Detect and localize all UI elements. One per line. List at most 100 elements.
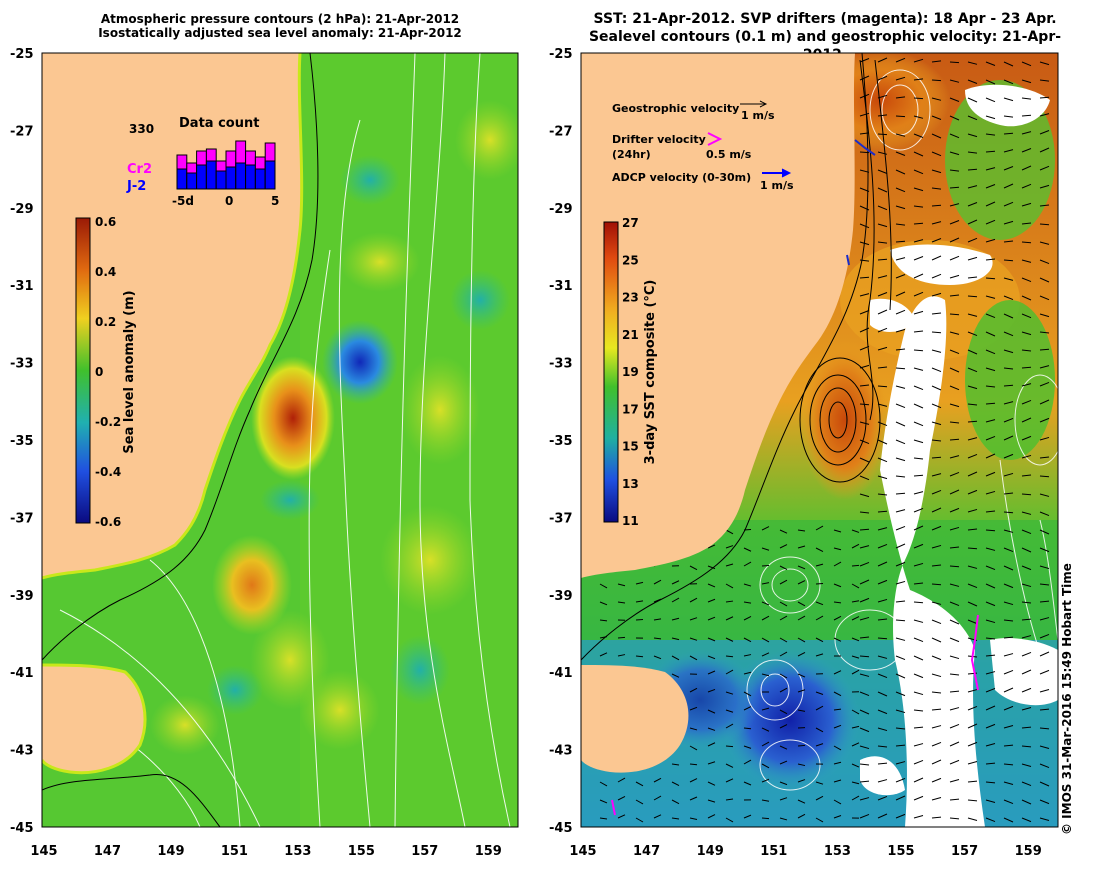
x-tick-right: 145 (569, 844, 596, 859)
velocity-arrow (859, 132, 870, 135)
velocity-arrow (1021, 114, 1032, 117)
velocity-arrow (761, 547, 770, 551)
velocity-arrow (1021, 165, 1032, 171)
sla-colorbar-tick: -0.2 (95, 415, 121, 429)
velocity-arrow (797, 779, 806, 783)
velocity-arrow (689, 597, 698, 603)
velocity-arrow (1021, 183, 1032, 189)
velocity-arrow (1003, 313, 1014, 319)
velocity-arrow (931, 637, 942, 643)
velocity-arrow (1021, 366, 1032, 369)
velocity-arrow (635, 581, 644, 585)
velocity-arrow (1003, 97, 1014, 102)
velocity-arrow (1021, 417, 1032, 423)
velocity-arrow (689, 778, 698, 783)
velocity-arrow (671, 743, 680, 747)
velocity-arrow (1039, 313, 1050, 318)
velocity-arrow (877, 258, 888, 261)
velocity-arrow (985, 219, 996, 225)
velocity-arrow (1003, 149, 1014, 153)
velocity-arrow (967, 202, 978, 207)
velocity-arrow (985, 654, 996, 657)
velocity-arrow (1003, 744, 1014, 747)
velocity-arrow (1003, 331, 1014, 337)
velocity-arrow (877, 598, 888, 603)
velocity-arrow (1039, 365, 1050, 369)
pressure-contours (42, 53, 511, 827)
velocity-arrow (877, 727, 888, 732)
velocity-arrow (931, 544, 942, 549)
velocity-arrow (761, 741, 770, 747)
velocity-arrow (1039, 295, 1050, 301)
velocity-arrow (949, 546, 960, 549)
velocity-arrow (913, 349, 924, 352)
velocity-arrow (859, 673, 870, 677)
velocity-arrow (949, 601, 960, 607)
adcp-arrow-icon (781, 168, 792, 178)
velocity-arrow (913, 457, 924, 460)
velocity-arrow (689, 637, 698, 641)
velocity-arrow (877, 561, 888, 567)
velocity-arrow (635, 709, 644, 713)
velocity-arrow (653, 795, 662, 801)
velocity-arrow (707, 742, 716, 747)
y-tick-right: -37 (549, 511, 573, 526)
velocity-arrow (859, 616, 870, 621)
velocity-arrow (877, 795, 888, 801)
velocity-arrow (949, 97, 960, 102)
velocity-arrow (895, 421, 906, 427)
velocity-arrow (931, 489, 942, 495)
velocity-arrow (913, 403, 924, 409)
velocity-arrow (967, 237, 978, 243)
velocity-arrow (797, 651, 806, 657)
velocity-arrow (967, 760, 978, 765)
data-count-series1: Cr2 (127, 162, 152, 177)
velocity-arrow (1039, 817, 1050, 821)
velocity-arrow (599, 652, 608, 657)
velocity-arrow (617, 654, 626, 657)
velocity-arrow (779, 673, 788, 679)
velocity-arrow (859, 597, 870, 603)
velocity-arrow (985, 402, 996, 405)
velocity-arrow (851, 655, 860, 659)
velocity-arrow (967, 133, 978, 138)
velocity-arrow (761, 652, 770, 657)
velocity-arrow (931, 601, 942, 605)
velocity-arrow (1003, 724, 1014, 729)
velocity-arrow (797, 744, 806, 747)
velocity-arrow (913, 385, 924, 391)
velocity-arrow (1039, 223, 1050, 226)
velocity-arrow (967, 367, 978, 373)
velocity-arrow (1021, 277, 1032, 283)
velocity-arrow (743, 706, 752, 711)
velocity-arrow (967, 385, 978, 390)
velocity-arrow (985, 723, 996, 729)
velocity-arrow (967, 276, 978, 279)
velocity-arrow (725, 763, 734, 768)
velocity-arrow (653, 598, 662, 603)
velocity-arrow (1021, 435, 1032, 441)
velocity-arrow (779, 687, 788, 693)
velocity-arrow (895, 709, 906, 714)
velocity-arrow (635, 673, 644, 676)
velocity-arrow (877, 655, 888, 659)
velocity-arrow (877, 637, 888, 640)
velocity-arrow (949, 655, 960, 660)
velocity-arrow (1003, 132, 1014, 135)
velocity-arrow (913, 814, 924, 819)
velocity-arrow (689, 547, 698, 552)
sea-level-anomaly-map[interactable]: 0.6 0.4 0.2 0 -0.2 -0.4 -0.6 Sea level anomaly… (0, 0, 540, 870)
velocity-arrow (1003, 295, 1014, 301)
velocity-arrow (779, 817, 788, 821)
velocity-arrow (967, 528, 978, 531)
velocity-arrow (743, 637, 752, 643)
velocity-arrow (1021, 529, 1032, 535)
velocity-arrow (707, 670, 716, 675)
velocity-arrow (985, 331, 996, 337)
velocity-arrow (635, 691, 644, 695)
velocity-arrow (913, 582, 924, 585)
velocity-arrow (895, 133, 906, 137)
count-bar-series2 (264, 160, 276, 190)
velocity-arrow (1003, 417, 1014, 423)
velocity-arrow (931, 367, 942, 373)
